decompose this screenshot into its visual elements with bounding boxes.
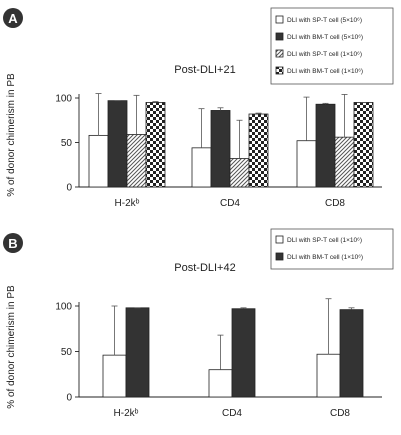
bar [334,136,355,188]
x-tick-label: H-2kᵇ [115,198,140,209]
bar [229,158,250,188]
plot-area-b: 0 50 100 H-2kᵇ CD4 CD8 [55,298,382,419]
bar [125,307,150,398]
legend-label: DLI with SP-T cell (1×10⁶) [287,237,362,244]
bar [191,147,212,188]
y-tick-label: 0 [66,393,72,404]
panel-a: A DLI with SP-T cell (5×10⁶) DLI with BM… [3,7,394,209]
legend-swatch-white [275,235,284,244]
x-tick-label: H-2kᵇ [114,408,139,419]
chart-title: Post-DLI+21 [174,64,235,76]
panel-a-badge [3,8,23,28]
bar [145,102,166,188]
legend-label: DLI with SP-T cell (1×10⁶) [287,51,362,58]
panel-b: B DLI with SP-T cell (1×10⁶) DLI with BM… [3,228,394,419]
legend-swatch-checker [275,66,284,75]
x-tick-label: CD4 [222,408,242,419]
legend-swatch-black [275,32,284,41]
legend-swatch-white [275,15,284,24]
legend-swatch-hatch [275,49,284,58]
bar [107,100,128,188]
bar [248,113,269,188]
y-tick-label: 100 [55,94,72,105]
bar [296,140,317,188]
y-tick-label: 0 [66,183,72,194]
y-axis-label: % of donor chimerism in PB [6,73,17,197]
bar [339,309,364,398]
bar [126,134,147,188]
panel-b-legend: DLI with SP-T cell (1×10⁶) DLI with BM-T… [270,228,394,270]
bar [210,110,231,188]
panel-b-badge [3,233,23,253]
x-tick-label: CD8 [325,198,345,209]
bar [353,102,374,188]
x-tick-label: CD4 [220,198,240,209]
legend-label: DLI with BM-T cell (5×10⁶) [287,34,363,41]
bar [88,134,109,188]
y-tick-label: 100 [55,302,72,313]
y-tick-label: 50 [61,347,73,358]
legend-label: DLI with SP-T cell (5×10⁶) [287,17,362,24]
legend-swatch-black [275,252,284,261]
bar [102,354,127,398]
y-axis-label: % of donor chimerism in PB [6,285,17,409]
chart-title: Post-DLI+42 [174,262,235,274]
legend-box [270,7,394,85]
legend-label: DLI with BM-T cell (1×10⁶) [287,68,363,75]
x-tick-label: CD8 [330,408,350,419]
bar [316,353,341,398]
plot-area-a: 0 50 100 H-2kᵇ CD4 CD8 [55,93,382,209]
panel-b-letter: B [8,236,17,251]
bar [315,103,336,188]
bar [231,308,256,398]
y-tick-label: 50 [61,138,73,149]
bar [208,369,233,398]
panel-a-letter: A [8,11,18,26]
legend-box [270,228,394,270]
panel-a-legend: DLI with SP-T cell (5×10⁶) DLI with BM-T… [270,7,394,85]
legend-label: DLI with BM-T cell (1×10⁶) [287,254,363,261]
